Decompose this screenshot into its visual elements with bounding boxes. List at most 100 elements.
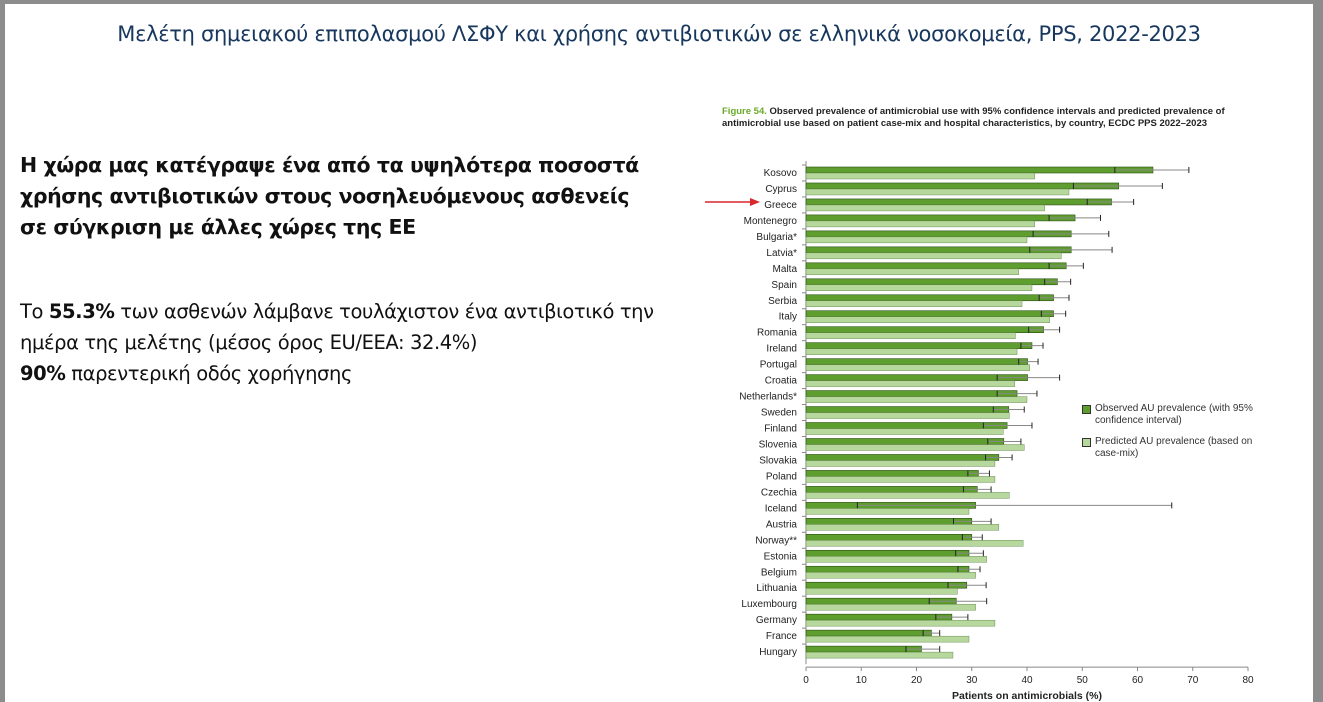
observed-bar [805, 629, 932, 637]
predicted-bar [805, 460, 996, 467]
predicted-bar [805, 492, 1010, 499]
x-tick-label: 10 [856, 675, 868, 686]
country-label: Poland [766, 471, 797, 482]
predicted-bar [805, 300, 1023, 307]
predicted-bar [805, 380, 1016, 387]
country-label: France [766, 631, 798, 642]
country-label: Greece [764, 200, 797, 211]
country-label: Hungary [759, 647, 797, 658]
legend-item-predicted: Predicted AU prevalence (based on case-m… [1082, 436, 1272, 460]
predicted-bar [805, 428, 1004, 435]
x-tick-label: 60 [1132, 675, 1144, 686]
stat1-prefix: Το [20, 300, 49, 323]
observed-bar [805, 310, 1054, 318]
country-label: Cyprus [765, 184, 797, 195]
country-label: Italy [779, 312, 797, 323]
country-label: Ireland [766, 344, 797, 355]
predicted-bar [805, 635, 970, 643]
stat1-suffix: των ασθενών λάμβανε τουλάχιστον ένα αντι… [20, 300, 654, 354]
observed-bar [805, 342, 1033, 349]
country-label: Croatia [765, 376, 798, 387]
predicted-bar [805, 412, 1010, 419]
predicted-bar [805, 572, 976, 579]
country-label: Austria [766, 519, 798, 530]
predicted-bar [805, 348, 1018, 355]
observed-bar [805, 214, 1076, 222]
country-label: Czechia [761, 487, 798, 498]
slide [5, 4, 1313, 702]
predicted-bar [805, 316, 1050, 323]
country-label: Spain [771, 280, 797, 291]
figure-caption: Figure 54. Observed prevalence of antimi… [722, 106, 1262, 130]
predicted-bar [805, 284, 1033, 291]
observed-bar [805, 565, 970, 573]
stat1-value: 55.3% [48, 300, 115, 323]
chart-title: Observed prevalence of antimicrobial use… [722, 106, 1225, 129]
chart-legend: Observed AU prevalence (with 95% confide… [1082, 403, 1272, 469]
observed-bar [805, 166, 1154, 174]
observed-bar [805, 645, 922, 653]
predicted-bar [805, 603, 976, 611]
observed-bar [805, 581, 968, 589]
predicted-bar [805, 268, 1019, 276]
country-label: Norway** [755, 535, 797, 546]
observed-bar [805, 613, 953, 621]
country-label: Finland [764, 424, 797, 435]
observed-bar [805, 390, 1018, 397]
observed-bar [805, 534, 973, 541]
observed-bar [805, 406, 1010, 413]
country-label: Sweden [761, 408, 797, 419]
country-label: Latvia* [766, 248, 797, 259]
observed-bar [805, 358, 1028, 365]
predicted-bar [805, 524, 1000, 531]
stat2-value: 90% [20, 362, 66, 385]
country-label: Serbia [768, 296, 797, 307]
country-label: Estonia [764, 551, 798, 562]
predicted-bar [805, 204, 1045, 212]
country-label: Bulgaria* [756, 232, 797, 243]
country-label: Malta [773, 264, 798, 275]
country-label: Slovenia [759, 439, 798, 450]
observed-bar [805, 278, 1058, 286]
predicted-bar [805, 588, 958, 595]
country-label: Slovakia [759, 455, 797, 466]
figure-label: Figure 54. [722, 106, 767, 117]
x-tick-label: 70 [1187, 675, 1199, 686]
country-label: Belgium [761, 567, 797, 578]
predicted-bar [805, 476, 996, 483]
predicted-bar [805, 540, 1024, 547]
country-label: Montenegro [744, 216, 798, 227]
stats-text: Το 55.3% των ασθενών λάμβανε τουλάχιστον… [20, 296, 680, 389]
x-tick-label: 20 [911, 675, 923, 686]
x-axis-title: Patients on antimicrobials (%) [952, 690, 1102, 702]
observed-bar [805, 198, 1112, 206]
country-label: Netherlands* [739, 392, 797, 403]
country-label: Luxembourg [741, 599, 797, 610]
predicted-bar [805, 508, 970, 515]
predicted-bar [805, 651, 954, 659]
x-tick-label: 30 [966, 675, 978, 686]
legend-label-observed: Observed AU prevalence (with 95% confide… [1095, 403, 1253, 426]
headline: Η χώρα μας κατέγραψε ένα από τα υψηλότερ… [20, 153, 639, 239]
x-tick-label: 40 [1021, 675, 1033, 686]
predicted-bar [805, 619, 996, 627]
observed-bar [805, 549, 970, 557]
country-label: Kosovo [764, 168, 798, 179]
legend-item-observed: Observed AU prevalence (with 95% confide… [1082, 403, 1272, 427]
x-tick-label: 0 [803, 675, 809, 686]
predicted-bar [805, 556, 987, 563]
predicted-bar [805, 188, 1070, 196]
country-label: Romania [757, 328, 797, 339]
observed-bar [805, 294, 1054, 302]
country-label: Germany [756, 615, 797, 626]
predicted-bar [805, 364, 1030, 371]
predicted-bar [805, 172, 1035, 180]
x-tick-label: 80 [1242, 675, 1254, 686]
x-tick-label: 50 [1077, 675, 1089, 686]
country-label: Portugal [760, 360, 797, 371]
predicted-bar [805, 444, 1025, 451]
observed-bar [805, 230, 1072, 238]
observed-bar [805, 422, 1008, 429]
stat2-suffix: παρεντερική οδός χορήγησης [65, 362, 353, 385]
